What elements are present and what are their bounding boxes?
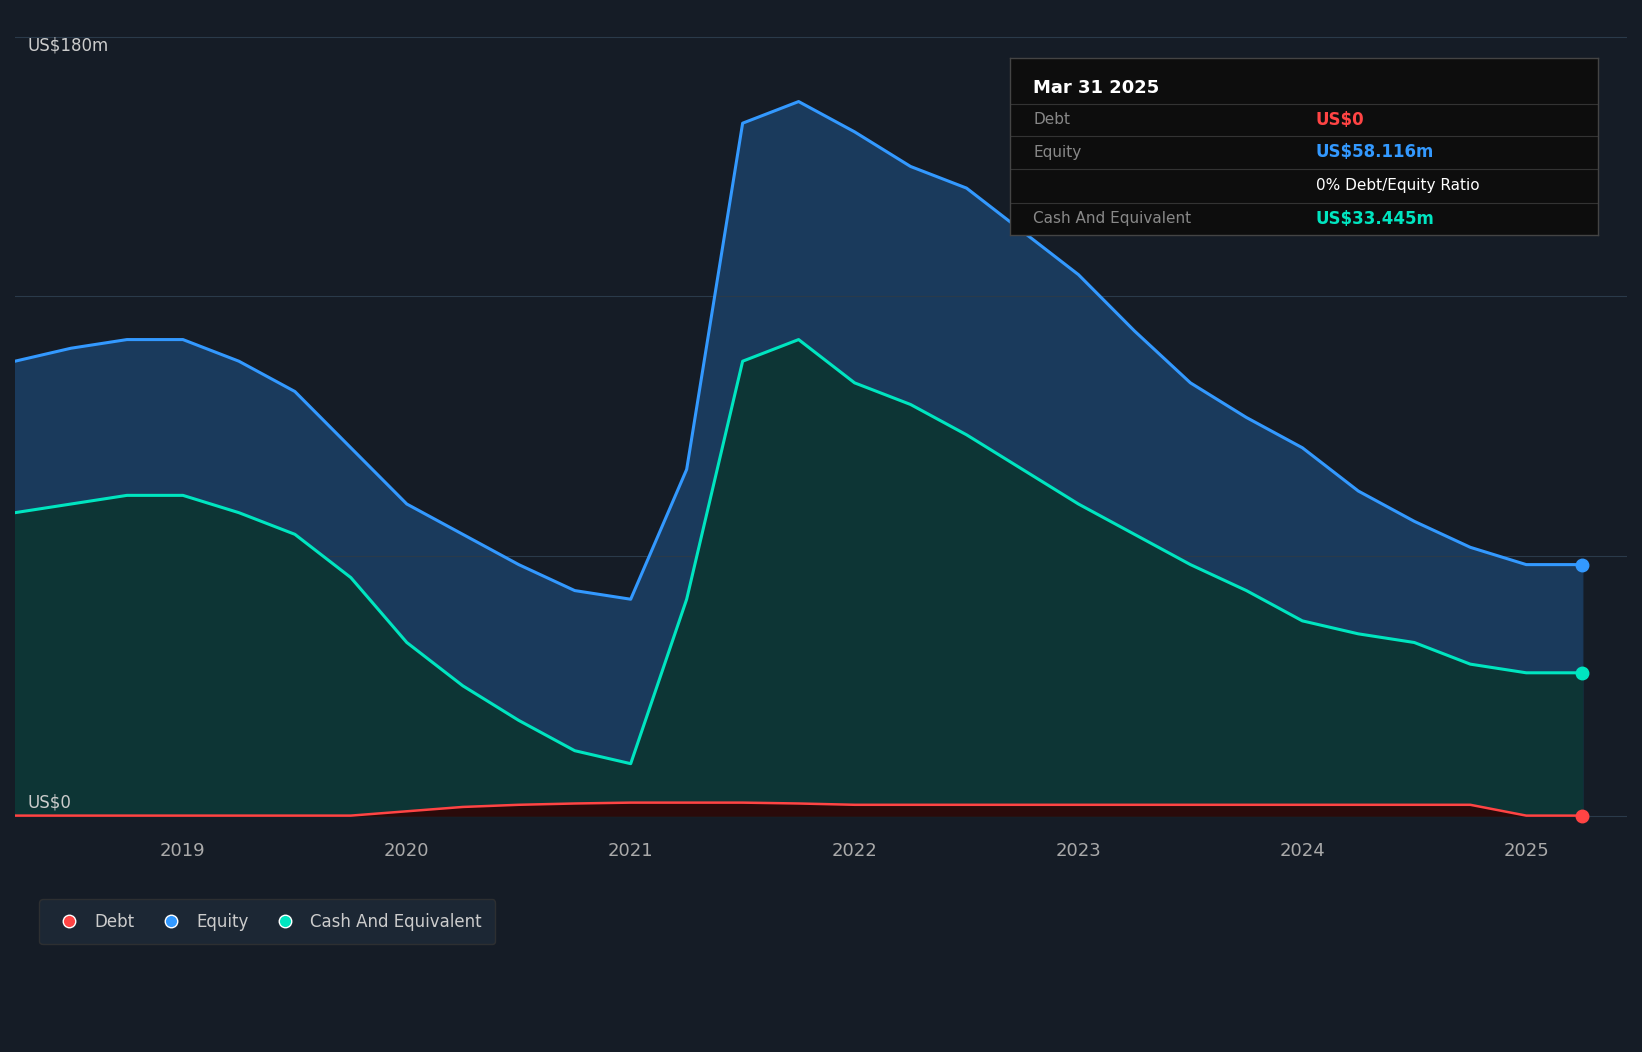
Text: Mar 31 2025: Mar 31 2025 [1033, 79, 1159, 97]
Text: US$58.116m: US$58.116m [1315, 143, 1433, 161]
Text: 0% Debt/Equity Ratio: 0% Debt/Equity Ratio [1315, 179, 1479, 194]
Text: Debt: Debt [1033, 113, 1071, 127]
Text: US$33.445m: US$33.445m [1315, 209, 1435, 227]
Legend: Debt, Equity, Cash And Equivalent: Debt, Equity, Cash And Equivalent [39, 899, 496, 944]
Text: US$0: US$0 [1315, 110, 1365, 128]
Text: Cash And Equivalent: Cash And Equivalent [1033, 211, 1192, 226]
Text: US$180m: US$180m [28, 37, 108, 55]
Text: Equity: Equity [1033, 145, 1082, 160]
Text: US$0: US$0 [28, 793, 72, 811]
